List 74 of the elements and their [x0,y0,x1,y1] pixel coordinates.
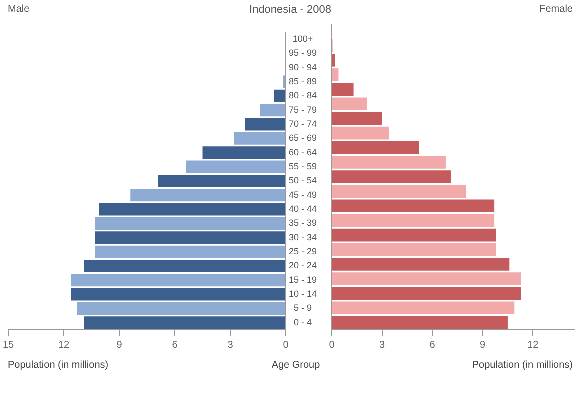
x-tick-label: 0 [329,340,336,351]
y-tick-label: 65 - 69 [288,133,318,144]
x-axis-title: Population (in millions) [472,360,573,371]
y-tick-label: 45 - 49 [288,190,318,200]
y-tick-label: 20 - 24 [288,260,318,271]
bar [260,104,286,117]
bar [332,156,446,169]
bar [202,146,286,160]
bar [332,272,522,286]
bar [332,228,496,242]
y-tick-label: 75 - 79 [288,104,318,115]
text: Female [540,4,573,15]
y-tick-label: 95 - 99 [288,48,318,58]
bar [332,258,510,271]
x-tick-label: 3 [379,340,386,351]
bar [332,214,495,228]
y-tick-label: 40 - 44 [288,204,318,214]
y-tick-label: 60 - 64 [288,147,318,158]
bar [95,246,286,258]
x-tick-label: 0 [283,340,290,351]
bar [95,217,286,230]
bar [76,302,286,315]
bar [332,243,496,256]
bar [332,200,495,213]
bar [332,141,420,154]
bar [71,274,286,287]
bar [245,118,286,131]
x-axis-title: Population (in millions) [8,360,109,371]
x-tick-label: 12 [528,340,540,351]
bar [332,54,336,67]
y-axis-title: Age Group [270,360,322,371]
chart-title: Indonesia - 2008 [250,4,332,16]
y-tick-label: 35 - 39 [288,218,318,228]
y-tick-label: 10 - 14 [288,289,318,300]
y-tick-label: 0 - 4 [294,317,312,328]
y-tick-label: 85 - 89 [288,76,318,86]
y-tick-label: 100+ [292,34,314,44]
bar [332,98,368,111]
bar [158,174,286,188]
y-tick-label: 80 - 84 [288,90,318,101]
bar [130,189,286,202]
bar [332,302,515,315]
y-tick-label: 5 - 9 [294,303,312,314]
x-tick-label: 3 [228,340,234,351]
bar [71,288,286,301]
x-tick-label: 12 [58,340,70,351]
x-tick-label: 9 [116,340,123,351]
y-tick-label: 30 - 34 [288,232,318,242]
bar [332,185,466,198]
y-tick-label: 55 - 59 [288,162,318,172]
x-tick-label: 9 [480,340,486,351]
bar [332,126,389,140]
bar [332,316,508,330]
bar [332,83,354,96]
bar [332,287,522,300]
x-tick-label: 6 [172,340,178,351]
y-tick-label: 50 - 54 [288,176,318,186]
y-tick-label: 15 - 19 [288,274,318,285]
y-tick-label: 25 - 29 [288,246,318,257]
y-tick-label: 90 - 94 [288,62,318,72]
text: Male [8,4,30,15]
bar [186,160,286,174]
bar [332,68,339,82]
bar [332,170,451,184]
bar [84,260,286,272]
y-tick-label: 70 - 74 [288,119,318,129]
bar [274,90,286,102]
bar [84,316,286,330]
bar [95,232,286,244]
x-tick-label: 6 [430,340,436,351]
bar [99,203,286,216]
bar [332,112,382,126]
bar [234,132,286,145]
x-tick-label: 15 [3,340,15,351]
